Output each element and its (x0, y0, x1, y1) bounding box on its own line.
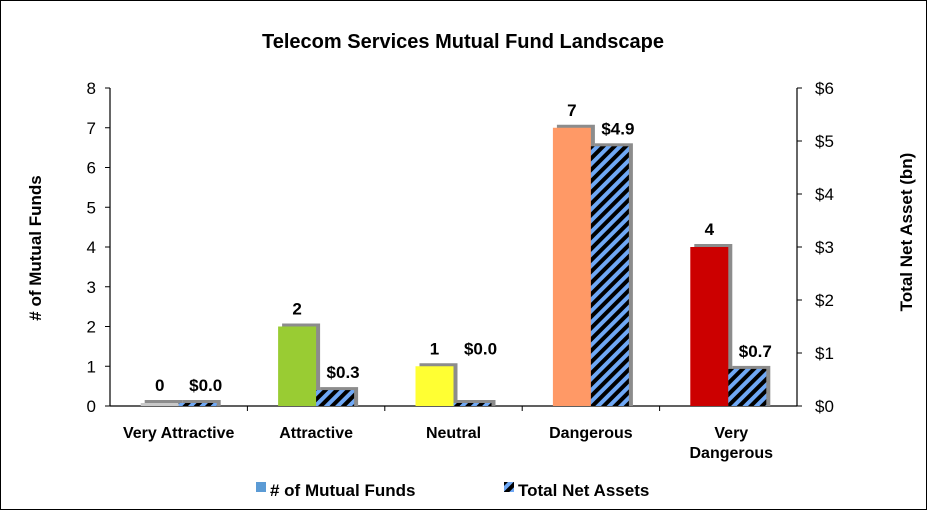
y-right-tick-label: $5 (815, 132, 834, 151)
x-category-label: Dangerous (549, 425, 633, 442)
y-left-tick-label: 0 (87, 397, 96, 416)
legend-label-assets: Total Net Assets (518, 481, 649, 500)
assets-bar-label: $0.0 (464, 339, 497, 358)
assets-bar (728, 368, 767, 406)
assets-bar (590, 146, 629, 407)
funds-bar (690, 247, 729, 406)
x-category-label: Attractive (279, 425, 353, 442)
assets-bar-label: $0.0 (189, 376, 222, 395)
legend-swatch-assets (504, 482, 514, 492)
funds-bar-label: 0 (155, 376, 164, 395)
y-left-tick-label: 4 (87, 238, 96, 257)
x-category-label: Very Attractive (123, 425, 235, 442)
legend-swatch-funds (256, 482, 266, 492)
axes: 0 1 2 3 4 5 6 7 8 $0 $1 $2 $3 $4 $5 $6 Very Attractive At… (87, 79, 834, 462)
x-category-label: Very Dangerous (690, 425, 774, 462)
funds-bar-label: 4 (705, 220, 715, 239)
y-right-tick-label: $1 (815, 344, 834, 363)
assets-bar (453, 403, 492, 406)
y-right-tick-label: $6 (815, 79, 834, 98)
funds-bar (140, 403, 179, 406)
y-left-tick-label: 3 (87, 278, 96, 297)
y-left-axis-label: # of Mutual Funds (26, 175, 45, 320)
funds-bar-label: 1 (430, 339, 439, 358)
legend-label-funds: # of Mutual Funds (270, 481, 415, 500)
assets-bar-label: $0.7 (739, 342, 772, 361)
funds-bar (278, 326, 317, 406)
y-right-tick-label: $0 (815, 397, 834, 416)
assets-bar-label: $4.9 (601, 119, 634, 138)
y-left-tick-label: 8 (87, 79, 96, 98)
bars: 0 $0.0 2 $0.3 1 $0.0 7 $4.9 4 $0.7 (140, 101, 772, 407)
y-left-tick-label: 2 (87, 318, 96, 337)
funds-bar-label: 7 (567, 101, 576, 120)
y-left-tick-label: 6 (87, 159, 96, 178)
y-right-tick-label: $2 (815, 291, 834, 310)
chart-title: Telecom Services Mutual Fund Landscape (262, 31, 664, 53)
funds-bar (415, 366, 454, 406)
y-right-axis-label: Total Net Asset (bn) (897, 153, 916, 312)
y-right-tick-label: $3 (815, 238, 834, 257)
y-right-tick-label: $4 (815, 185, 834, 204)
legend: # of Mutual Funds Total Net Assets (256, 481, 649, 500)
x-category-label: Neutral (426, 425, 481, 442)
assets-bar (316, 390, 355, 406)
assets-bar-label: $0.3 (327, 363, 360, 382)
y-left-tick-label: 5 (87, 198, 96, 217)
funds-bar (552, 127, 591, 406)
y-left-tick-label: 7 (87, 119, 96, 138)
assets-bar (178, 403, 217, 406)
y-left-tick-label: 1 (87, 357, 96, 376)
funds-bar-label: 2 (292, 300, 301, 319)
